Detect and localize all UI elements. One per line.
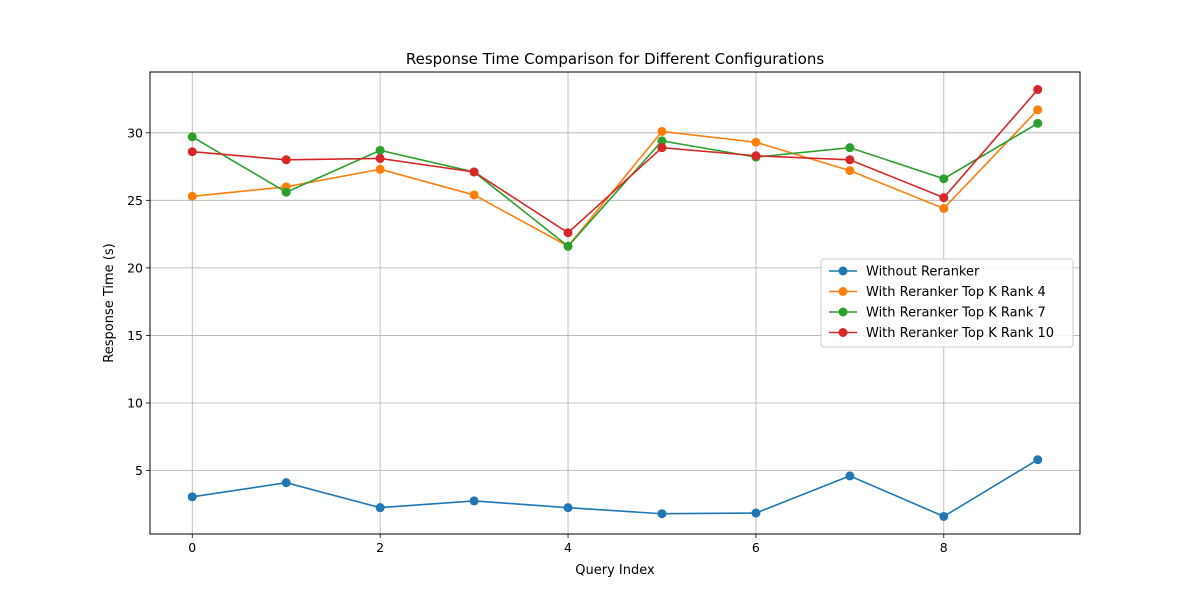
legend-label: With Reranker Top K Rank 10 [866, 326, 1054, 341]
x-tick-label: 8 [940, 540, 948, 555]
legend-label: With Reranker Top K Rank 4 [866, 285, 1046, 300]
x-tick-label: 0 [188, 540, 196, 555]
data-point [657, 136, 667, 146]
y-tick-label: 15 [127, 328, 143, 343]
data-point [1033, 455, 1043, 465]
y-tick-label: 20 [127, 260, 143, 275]
series-0 [187, 455, 1043, 521]
data-point [845, 155, 855, 165]
data-point [469, 190, 479, 200]
data-point [939, 511, 949, 521]
y-tick-label: 10 [127, 395, 143, 410]
x-axis: 0 2 4 6 8 [188, 534, 948, 555]
data-point [187, 492, 197, 502]
data-point [657, 509, 667, 519]
data-point [939, 174, 949, 184]
data-point [563, 503, 573, 513]
data-point [751, 151, 761, 161]
x-tick-label: 2 [376, 540, 384, 555]
series-line [192, 89, 1039, 234]
data-point [1033, 118, 1043, 128]
data-point [187, 191, 197, 201]
x-tick-label: 4 [564, 540, 572, 555]
legend-marker [838, 266, 848, 276]
legend-box [820, 258, 1074, 348]
legend-label: Without Reranker [866, 265, 980, 280]
y-tick-label: 25 [127, 193, 143, 208]
series-line [192, 109, 1039, 248]
y-tick-label: 30 [127, 125, 143, 140]
data-point [563, 241, 573, 251]
series-line [192, 459, 1039, 518]
legend-item: Without Reranker [829, 265, 980, 280]
series-layer [187, 85, 1043, 521]
legend-marker [838, 307, 848, 317]
legend: Without Reranker With Reranker Top K Rank… [820, 258, 1074, 348]
x-tick-label: 6 [752, 540, 760, 555]
chart-title: Response Time Comparison for Different C… [406, 50, 824, 68]
data-point [187, 132, 197, 142]
data-point [469, 496, 479, 506]
data-point [939, 193, 949, 203]
y-axis-label: Response Time (s) [102, 243, 117, 362]
y-tick-label: 5 [135, 463, 143, 478]
plot-frame [149, 71, 1081, 535]
data-point [375, 153, 385, 163]
x-axis-label: Query Index [575, 563, 655, 578]
legend-item: With Reranker Top K Rank 7 [829, 306, 1046, 321]
legend-marker [838, 287, 848, 296]
series-line [191, 122, 1039, 248]
series-3 [187, 85, 1043, 238]
legend-item: With Reranker Top K Rank 4 [829, 285, 1046, 300]
data-point [845, 166, 855, 176]
data-point [657, 126, 667, 136]
data-point [281, 478, 291, 488]
legend-marker [838, 328, 848, 337]
data-point [187, 147, 197, 157]
data-point [281, 187, 291, 197]
data-point [939, 203, 949, 213]
data-point [845, 471, 855, 481]
legend-label: With Reranker Top K Rank 7 [866, 306, 1046, 321]
data-point [375, 145, 385, 155]
data-point [281, 155, 291, 165]
data-point [1033, 85, 1043, 95]
y-axis: 5 10 15 20 25 30 [127, 125, 150, 478]
data-point [375, 503, 385, 513]
data-point [469, 167, 479, 177]
legend-item: With Reranker Top K Rank 10 [829, 326, 1054, 341]
data-point [1033, 105, 1043, 115]
data-point [845, 143, 855, 153]
data-point [751, 137, 761, 147]
data-point [563, 228, 573, 238]
data-point [751, 508, 761, 518]
data-point [375, 164, 385, 174]
data-point [657, 143, 667, 153]
